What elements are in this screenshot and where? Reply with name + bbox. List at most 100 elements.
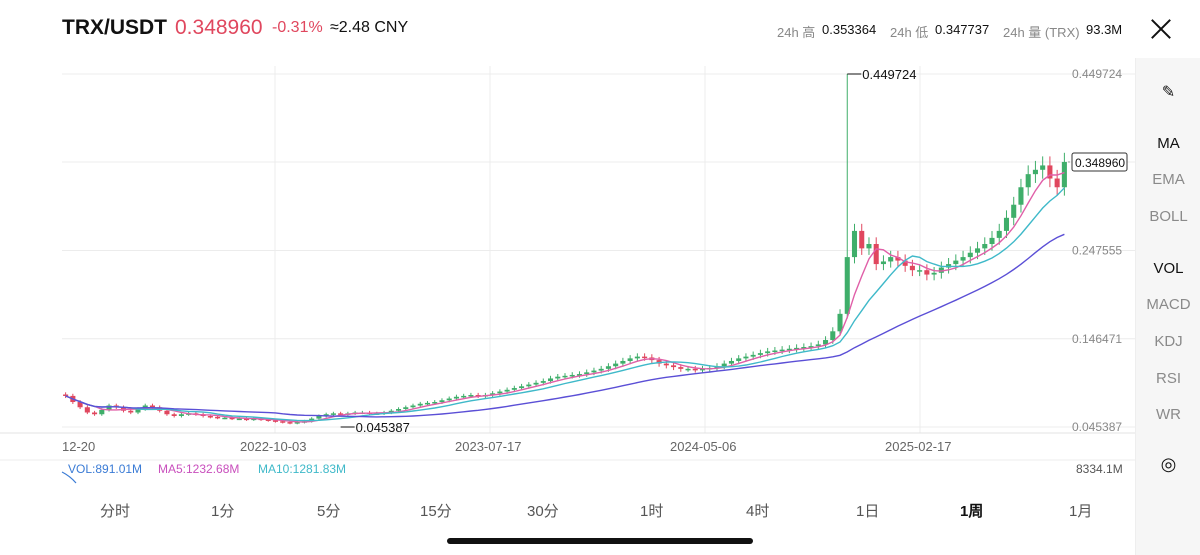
timeframe-1d[interactable]: 1日 xyxy=(856,503,880,520)
candle-body xyxy=(106,405,112,410)
settings-icon[interactable]: ◎ xyxy=(1160,454,1177,474)
timeframe-1m[interactable]: 1分 xyxy=(211,503,235,520)
candle-body xyxy=(598,368,604,371)
candle-body xyxy=(823,340,829,345)
candle-body xyxy=(1032,169,1038,175)
price-chart[interactable]: 0.449724 0.045387 12-20 2022-10-03 2023-07-… xyxy=(0,58,1135,488)
last-price-label: 0.348960 xyxy=(1075,156,1125,170)
timeframe-1w[interactable]: 1周 xyxy=(960,503,984,520)
candle-body xyxy=(330,413,336,415)
timeframe-15m[interactable]: 15分 xyxy=(420,503,452,520)
candle-body xyxy=(519,386,525,389)
candle-body xyxy=(287,422,293,424)
candle-body xyxy=(251,418,257,421)
last-price: 0.348960 xyxy=(175,16,263,39)
candle-body xyxy=(84,407,90,413)
candle-body xyxy=(743,356,749,359)
timeframe-line[interactable]: 分时 xyxy=(100,503,131,520)
candle-body xyxy=(808,346,814,348)
x-tick-label: 2022-10-03 xyxy=(240,439,307,454)
candle-body xyxy=(207,415,213,418)
candle-body xyxy=(396,409,402,411)
timeframe-1mo[interactable]: 1月 xyxy=(1069,503,1093,520)
candle-body xyxy=(960,257,966,261)
candle-body xyxy=(989,237,995,245)
candle-body xyxy=(511,388,517,390)
candle-body xyxy=(656,360,662,364)
stat-24h-high-value: 0.353364 xyxy=(822,22,877,37)
timeframe-4h[interactable]: 4时 xyxy=(746,503,770,520)
home-indicator[interactable] xyxy=(447,538,753,544)
candle-body xyxy=(692,368,698,371)
candle-body xyxy=(642,356,648,359)
indicator-sidebar: ✎ MA EMA BOLL VOL MACD KDJ RSI WR ◎ xyxy=(1135,58,1200,555)
volume-legend-ma5: MA5:1232.68M xyxy=(158,462,239,476)
indicator-ema[interactable]: EMA xyxy=(1152,171,1185,188)
candle-body xyxy=(924,270,930,275)
candle-body xyxy=(338,413,344,415)
candle-body xyxy=(316,415,322,419)
close-icon[interactable] xyxy=(1148,16,1174,42)
candle-body xyxy=(178,414,184,416)
y-tick-label: 0.247555 xyxy=(1072,244,1122,258)
candle-body xyxy=(634,356,640,359)
draw-tool-icon[interactable]: ✎ xyxy=(1161,84,1176,101)
candle-body xyxy=(902,260,908,266)
stat-24h-high-label: 24h 高 xyxy=(777,25,816,40)
candle-body xyxy=(135,409,141,413)
indicator-kdj[interactable]: KDJ xyxy=(1154,333,1183,350)
candle-body xyxy=(880,261,886,265)
timeframe-5m[interactable]: 5分 xyxy=(317,503,341,520)
candle-body xyxy=(236,418,242,421)
volume-legend-vol: VOL:891.01M xyxy=(68,462,142,476)
stat-24h-low-value: 0.347737 xyxy=(935,22,990,37)
candle-body xyxy=(555,376,561,379)
candle-body xyxy=(562,375,568,378)
candle-body xyxy=(547,378,554,382)
candle-body xyxy=(931,272,937,275)
pair-title[interactable]: TRX/USDT xyxy=(62,16,167,39)
indicator-boll[interactable]: BOLL xyxy=(1149,208,1188,225)
candle-body xyxy=(663,363,669,366)
chart-svg[interactable]: 0.449724 0.045387 12-20 2022-10-03 2023-07-… xyxy=(0,58,1135,488)
candle-body xyxy=(540,381,546,383)
candle-body xyxy=(757,353,763,355)
annotations: 0.449724 0.045387 xyxy=(340,67,916,435)
candle-body xyxy=(149,405,156,408)
stat-24h-vol-value: 93.3M xyxy=(1086,22,1123,37)
indicator-macd[interactable]: MACD xyxy=(1146,296,1191,313)
candle-body xyxy=(1054,178,1060,188)
indicator-ma[interactable]: MA xyxy=(1157,135,1180,152)
candle-body xyxy=(128,410,134,413)
indicator-vol[interactable]: VOL xyxy=(1153,260,1184,277)
candle-body xyxy=(294,422,300,424)
candle-body xyxy=(272,420,279,422)
candle-body xyxy=(1011,204,1017,218)
candle-body xyxy=(938,267,944,273)
candle-body xyxy=(63,394,69,396)
candle-body xyxy=(830,331,836,341)
candle-body xyxy=(750,354,756,357)
candle-body xyxy=(403,407,409,410)
indicator-wr[interactable]: WR xyxy=(1156,406,1181,423)
candle-body xyxy=(678,367,684,369)
timeframe-1h[interactable]: 1时 xyxy=(640,503,664,520)
candle-body xyxy=(794,347,800,350)
volume-legend-ma10: MA10:1281.83M xyxy=(258,462,346,476)
candle-body xyxy=(974,248,981,253)
timeframe-30m[interactable]: 30分 xyxy=(527,503,559,520)
indicator-rsi[interactable]: RSI xyxy=(1155,370,1181,387)
candle-body xyxy=(888,257,894,262)
candle-body xyxy=(461,395,467,398)
grid xyxy=(0,66,1135,434)
candle-body xyxy=(786,348,792,351)
candle-body xyxy=(504,389,510,392)
candle-body xyxy=(801,347,807,349)
candle-body xyxy=(171,414,177,416)
candle-body xyxy=(280,421,286,423)
candle-body xyxy=(453,396,459,399)
candle-body xyxy=(917,270,923,272)
candle-body xyxy=(244,418,250,421)
header: TRX/USDT 0.348960 -0.31% ≈2.48 CNY 24h 高… xyxy=(0,0,1200,58)
candle-body xyxy=(772,350,778,353)
